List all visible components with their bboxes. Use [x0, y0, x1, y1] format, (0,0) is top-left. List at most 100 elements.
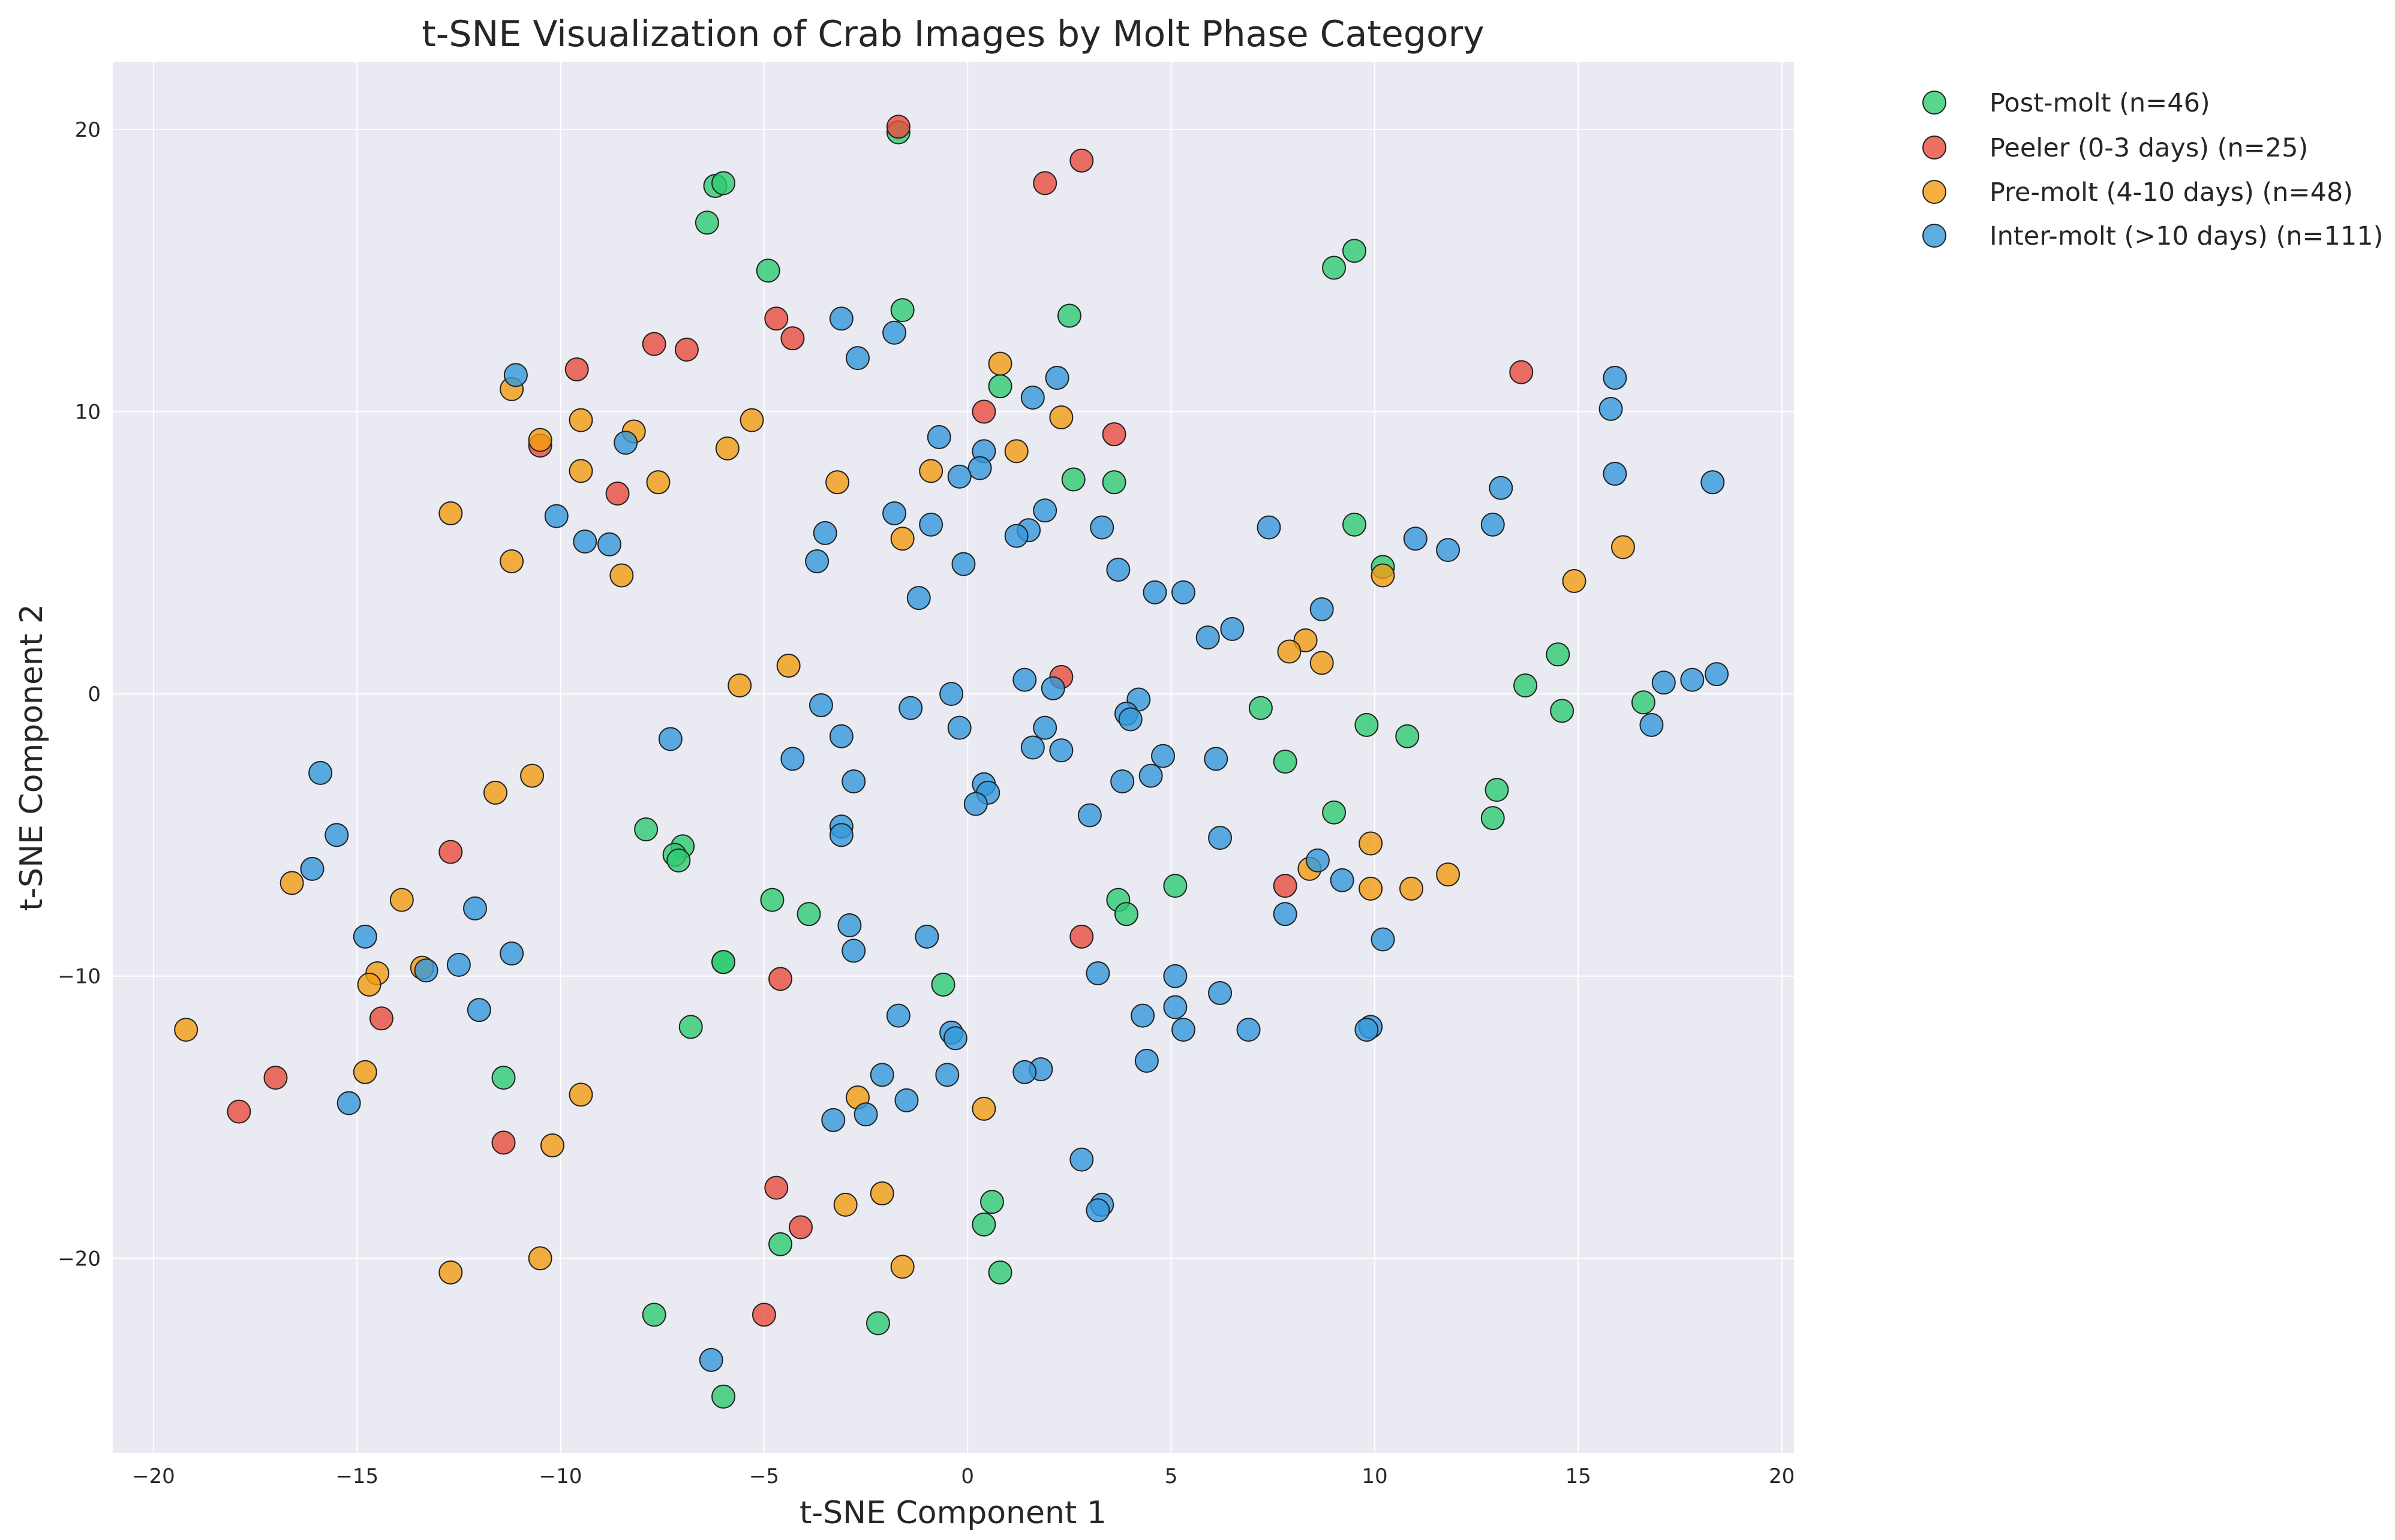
data-point-pre-molt [438, 501, 463, 525]
y-tick-label: 0 [88, 682, 101, 706]
data-point-inter-molt [1118, 707, 1143, 732]
data-point-inter-molt [1045, 366, 1069, 390]
data-point-inter-molt [1208, 980, 1233, 1005]
data-point-peeler [1033, 171, 1057, 195]
data-point-pre-molt [357, 972, 381, 997]
data-point-inter-molt [503, 363, 528, 387]
data-point-post-molt [711, 1384, 736, 1409]
data-point-post-molt [711, 950, 736, 974]
data-point-pre-molt [825, 470, 850, 495]
data-point-inter-molt [324, 823, 349, 847]
x-tick-label: 15 [1565, 1464, 1591, 1488]
data-point-inter-molt [1371, 927, 1395, 952]
data-point-inter-molt [947, 715, 972, 740]
plot-background [113, 62, 1794, 1453]
data-point-pre-molt [1359, 876, 1383, 901]
data-point-post-molt [979, 1190, 1004, 1214]
data-point-inter-molt [1639, 712, 1664, 737]
data-point-post-molt [1102, 470, 1126, 495]
data-point-pre-molt [1049, 405, 1074, 429]
data-point-peeler [674, 338, 699, 362]
data-point-inter-molt [898, 696, 923, 720]
data-point-inter-molt [1138, 763, 1163, 788]
data-point-post-molt [1322, 255, 1347, 280]
data-point-inter-molt [894, 1088, 919, 1112]
data-point-inter-molt [1195, 625, 1220, 649]
data-point-inter-molt [1004, 524, 1029, 548]
data-point-peeler [1069, 924, 1094, 949]
data-point-inter-molt [919, 512, 943, 537]
data-point-inter-molt [882, 320, 907, 345]
data-point-post-molt [1273, 750, 1297, 774]
data-point-pre-molt [1562, 569, 1586, 593]
data-point-inter-molt [1077, 803, 1102, 828]
data-point-inter-molt [1090, 515, 1114, 540]
data-point-inter-molt [1705, 662, 1729, 687]
data-point-inter-molt [1603, 366, 1627, 390]
data-point-inter-molt [1033, 498, 1057, 523]
data-point-post-molt [866, 1311, 890, 1336]
legend-marker-peeler [1922, 136, 1946, 160]
data-point-peeler [564, 357, 589, 381]
data-point-inter-molt [1086, 961, 1110, 985]
data-point-pre-molt [500, 549, 524, 573]
data-point-post-molt [988, 1260, 1012, 1285]
data-point-peeler [972, 399, 996, 424]
data-point-inter-molt [967, 456, 992, 480]
legend-marker-post-molt [1922, 91, 1946, 115]
legend-label-inter-molt: Inter-molt (>10 days) (n=111) [1990, 221, 2383, 251]
data-point-peeler [438, 840, 463, 864]
data-point-peeler [1273, 874, 1297, 898]
data-point-post-molt [1485, 778, 1509, 802]
data-point-inter-molt [1598, 396, 1623, 421]
data-point-post-molt [768, 1232, 793, 1256]
data-point-pre-molt [1371, 563, 1395, 588]
data-point-peeler [764, 1175, 789, 1200]
data-point-inter-molt [1049, 738, 1074, 763]
data-point-inter-molt [854, 1102, 878, 1127]
legend-label-post-molt: Post-molt (n=46) [1990, 88, 2210, 118]
data-point-inter-molt [939, 682, 964, 706]
data-point-peeler [764, 306, 789, 331]
data-point-inter-molt [1086, 1198, 1110, 1223]
data-point-pre-molt [389, 888, 414, 912]
data-point-post-molt [491, 1066, 516, 1090]
data-point-inter-molt [1403, 527, 1428, 551]
data-point-peeler [369, 1006, 393, 1031]
data-point-peeler [752, 1303, 776, 1327]
data-point-inter-molt [1220, 616, 1245, 641]
data-point-inter-molt [446, 952, 471, 977]
data-point-pre-molt [1004, 439, 1029, 464]
data-point-inter-molt [963, 792, 988, 816]
data-point-pre-molt [1610, 535, 1635, 560]
x-tick-label: 10 [1362, 1464, 1387, 1488]
data-point-post-molt [1546, 642, 1570, 667]
data-point-inter-molt [935, 1063, 960, 1087]
data-point-post-molt [1114, 902, 1138, 927]
data-point-inter-molt [1171, 1018, 1195, 1042]
data-point-pre-molt [569, 408, 593, 432]
data-point-pre-molt [528, 1246, 552, 1271]
data-point-post-molt [972, 1212, 996, 1237]
data-point-pre-molt [740, 408, 764, 432]
data-point-inter-molt [1204, 747, 1228, 771]
data-point-pre-molt [890, 527, 915, 551]
data-point-post-molt [1322, 800, 1347, 825]
data-point-inter-molt [1134, 1048, 1159, 1073]
data-point-inter-molt [1603, 462, 1627, 486]
data-point-inter-molt [780, 747, 805, 771]
data-point-inter-molt [336, 1091, 361, 1115]
data-point-inter-molt [414, 958, 438, 983]
y-tick-label: 10 [75, 401, 101, 425]
data-point-inter-molt [809, 693, 833, 717]
data-points [174, 115, 1729, 1409]
data-point-peeler [263, 1066, 288, 1090]
y-axis-label: t-SNE Component 2 [14, 604, 50, 911]
data-point-inter-molt [1208, 826, 1233, 850]
data-point-inter-molt [927, 425, 951, 449]
data-point-inter-molt [1012, 667, 1037, 692]
x-tick-label: −20 [132, 1464, 175, 1488]
data-point-inter-molt [353, 924, 377, 949]
data-point-inter-molt [699, 1348, 723, 1372]
